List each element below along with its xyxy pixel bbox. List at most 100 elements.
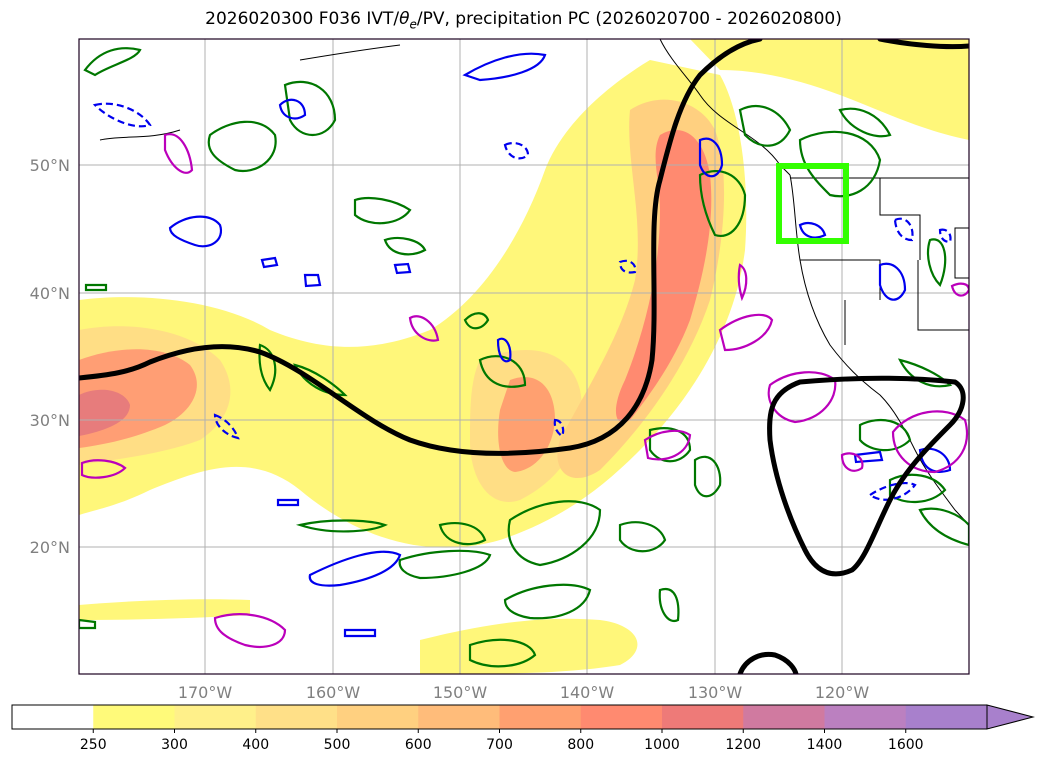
pv-contour: [693, 455, 722, 498]
pv-neg-contour: [462, 52, 547, 82]
pv-neg-dashed-contour: [938, 228, 952, 244]
lon-labels: 170°W 160°W 150°W 140°W 130°W 120°W: [178, 683, 870, 702]
theta-e-loop: [767, 375, 966, 577]
pv-contour: [858, 418, 912, 452]
pv-neg-contour: [278, 98, 307, 120]
precip-contour: [163, 133, 194, 174]
pv-contour: [478, 355, 527, 388]
pv-neg-dashed-contour: [92, 102, 152, 128]
colorbar-tick-label: 1400: [807, 737, 843, 753]
pv-neg-contour: [276, 498, 300, 507]
theta-e-main: [79, 39, 763, 456]
colorbar-tick-label: 1000: [644, 737, 680, 753]
ivt-band-south: [79, 599, 250, 620]
ivt-core-mid: [498, 376, 555, 472]
pv-neg-contour: [878, 262, 907, 301]
precip-contour: [718, 313, 774, 352]
pv-contour: [383, 236, 427, 256]
precip-contour: [767, 371, 837, 424]
colorbar-segment: [93, 705, 175, 729]
theta-e-contours: [79, 39, 969, 674]
pv-contour: [258, 343, 277, 393]
pv-contour: [648, 427, 692, 463]
lon-label: 170°W: [178, 683, 233, 702]
pv-contour: [438, 522, 487, 546]
pv-contour: [838, 107, 892, 138]
theta-e-bottom: [737, 651, 799, 674]
pv-contour: [503, 583, 592, 620]
pv-neg-dashed-contour: [213, 413, 240, 440]
pv-contour: [897, 358, 953, 388]
colorbar-tick-label: 1600: [888, 737, 924, 753]
aleutian-islands: [99, 44, 401, 141]
colorbar-segment: [255, 705, 338, 729]
lon-label: 140°W: [560, 683, 615, 702]
precip-contour: [408, 315, 440, 342]
colorbar-segment: [743, 705, 825, 729]
pv-contour: [398, 549, 492, 580]
pv-contour: [798, 130, 882, 198]
precip-contour: [950, 282, 969, 297]
colorbar-segment: [499, 705, 582, 729]
lat-label: 20°N: [30, 538, 70, 557]
colorbar-segment: [824, 705, 907, 729]
colorbar-segment: [662, 705, 744, 729]
colorbar-tick-label: 800: [567, 737, 594, 753]
pv-neg-dashed-contour: [618, 259, 637, 274]
lake-outline: [954, 227, 969, 279]
lon-label: 150°W: [433, 683, 488, 702]
pv-neg-contour: [260, 256, 279, 269]
alaska-coast: [659, 39, 791, 176]
pv-negative-contours: [168, 52, 952, 638]
pv-contour: [698, 170, 747, 238]
precip-contour: [840, 452, 864, 472]
colorbar-segment: [12, 705, 94, 729]
pv-positive-contours: [79, 47, 969, 668]
pv-contour: [207, 120, 277, 173]
pv-contour: [468, 638, 537, 668]
theta-e-north: [877, 39, 969, 50]
colorbar-segment: [337, 705, 419, 729]
ivt-band-northeast: [690, 39, 969, 140]
pv-contour: [926, 238, 947, 287]
colorbar-tick-label: 300: [161, 737, 188, 753]
colorbar-segment: [174, 705, 257, 729]
colorbar-segment: [905, 705, 988, 729]
ivt-core-west-max: [79, 389, 130, 436]
colorbar-tick-label: 500: [324, 737, 351, 753]
state-border-2: [917, 260, 969, 331]
colorbar-tick-label: 400: [242, 737, 269, 753]
map-frame: [78, 38, 970, 675]
precip-contour: [891, 410, 969, 474]
pv-contour: [295, 519, 388, 533]
pv-contour: [738, 105, 792, 147]
pv-neg-contour: [308, 550, 402, 587]
precip-contour: [737, 263, 748, 302]
map-area: [79, 39, 969, 674]
pv-neg-dashed-contour: [893, 217, 914, 242]
colorbar-tick-label: 700: [486, 737, 513, 753]
precip-contour: [80, 459, 127, 479]
pv-contour: [658, 587, 680, 623]
pv-neg-contour: [496, 337, 512, 363]
lon-label: 130°W: [688, 683, 743, 702]
pv-contour: [918, 507, 969, 547]
pv-neg-contour: [853, 450, 884, 464]
chart-title: 2026020300 F036 IVT/θe/PV, precipitation…: [205, 9, 842, 32]
pv-contour: [618, 521, 667, 553]
pv-contour: [79, 618, 97, 630]
pv-contour: [353, 196, 412, 225]
colorbar-tick-label: 600: [405, 737, 432, 753]
colorbar-tick-label: 1200: [725, 737, 761, 753]
pv-contour: [507, 500, 602, 567]
pv-contour: [84, 283, 108, 292]
colorbar-segment: [580, 705, 663, 729]
pv-neg-contour: [303, 273, 322, 288]
pv-contour: [292, 363, 348, 397]
state-border-1: [879, 178, 921, 260]
pv-neg-contour: [918, 447, 952, 473]
pv-contour: [83, 47, 142, 77]
precip-contour: [213, 613, 287, 648]
pv-neg-dashed-contour: [503, 141, 530, 160]
colorbar-tick-label: 250: [80, 737, 107, 753]
